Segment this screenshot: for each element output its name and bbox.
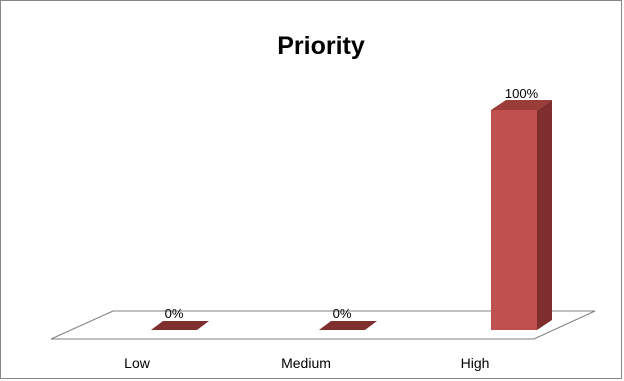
chart-floor xyxy=(50,310,596,340)
bar-medium-slab xyxy=(319,321,377,330)
bar-low xyxy=(151,321,209,330)
bars-layer xyxy=(151,100,552,330)
category-axis-labels: Low Medium High xyxy=(124,355,489,371)
data-label-medium: 0% xyxy=(333,306,352,321)
data-labels-layer: 0% 0% 100% xyxy=(165,86,539,321)
bar-medium xyxy=(319,321,377,330)
category-label-low: Low xyxy=(124,355,151,371)
bar-high xyxy=(491,100,552,330)
data-label-low: 0% xyxy=(165,306,184,321)
category-label-medium: Medium xyxy=(281,355,331,371)
bar-high-top xyxy=(491,100,552,110)
chart-title: Priority xyxy=(277,32,365,60)
bar-high-side xyxy=(537,100,552,330)
bar-low-slab xyxy=(151,321,209,330)
bar-high-front xyxy=(491,110,537,330)
data-label-high: 100% xyxy=(505,86,539,101)
category-label-high: High xyxy=(461,355,490,371)
